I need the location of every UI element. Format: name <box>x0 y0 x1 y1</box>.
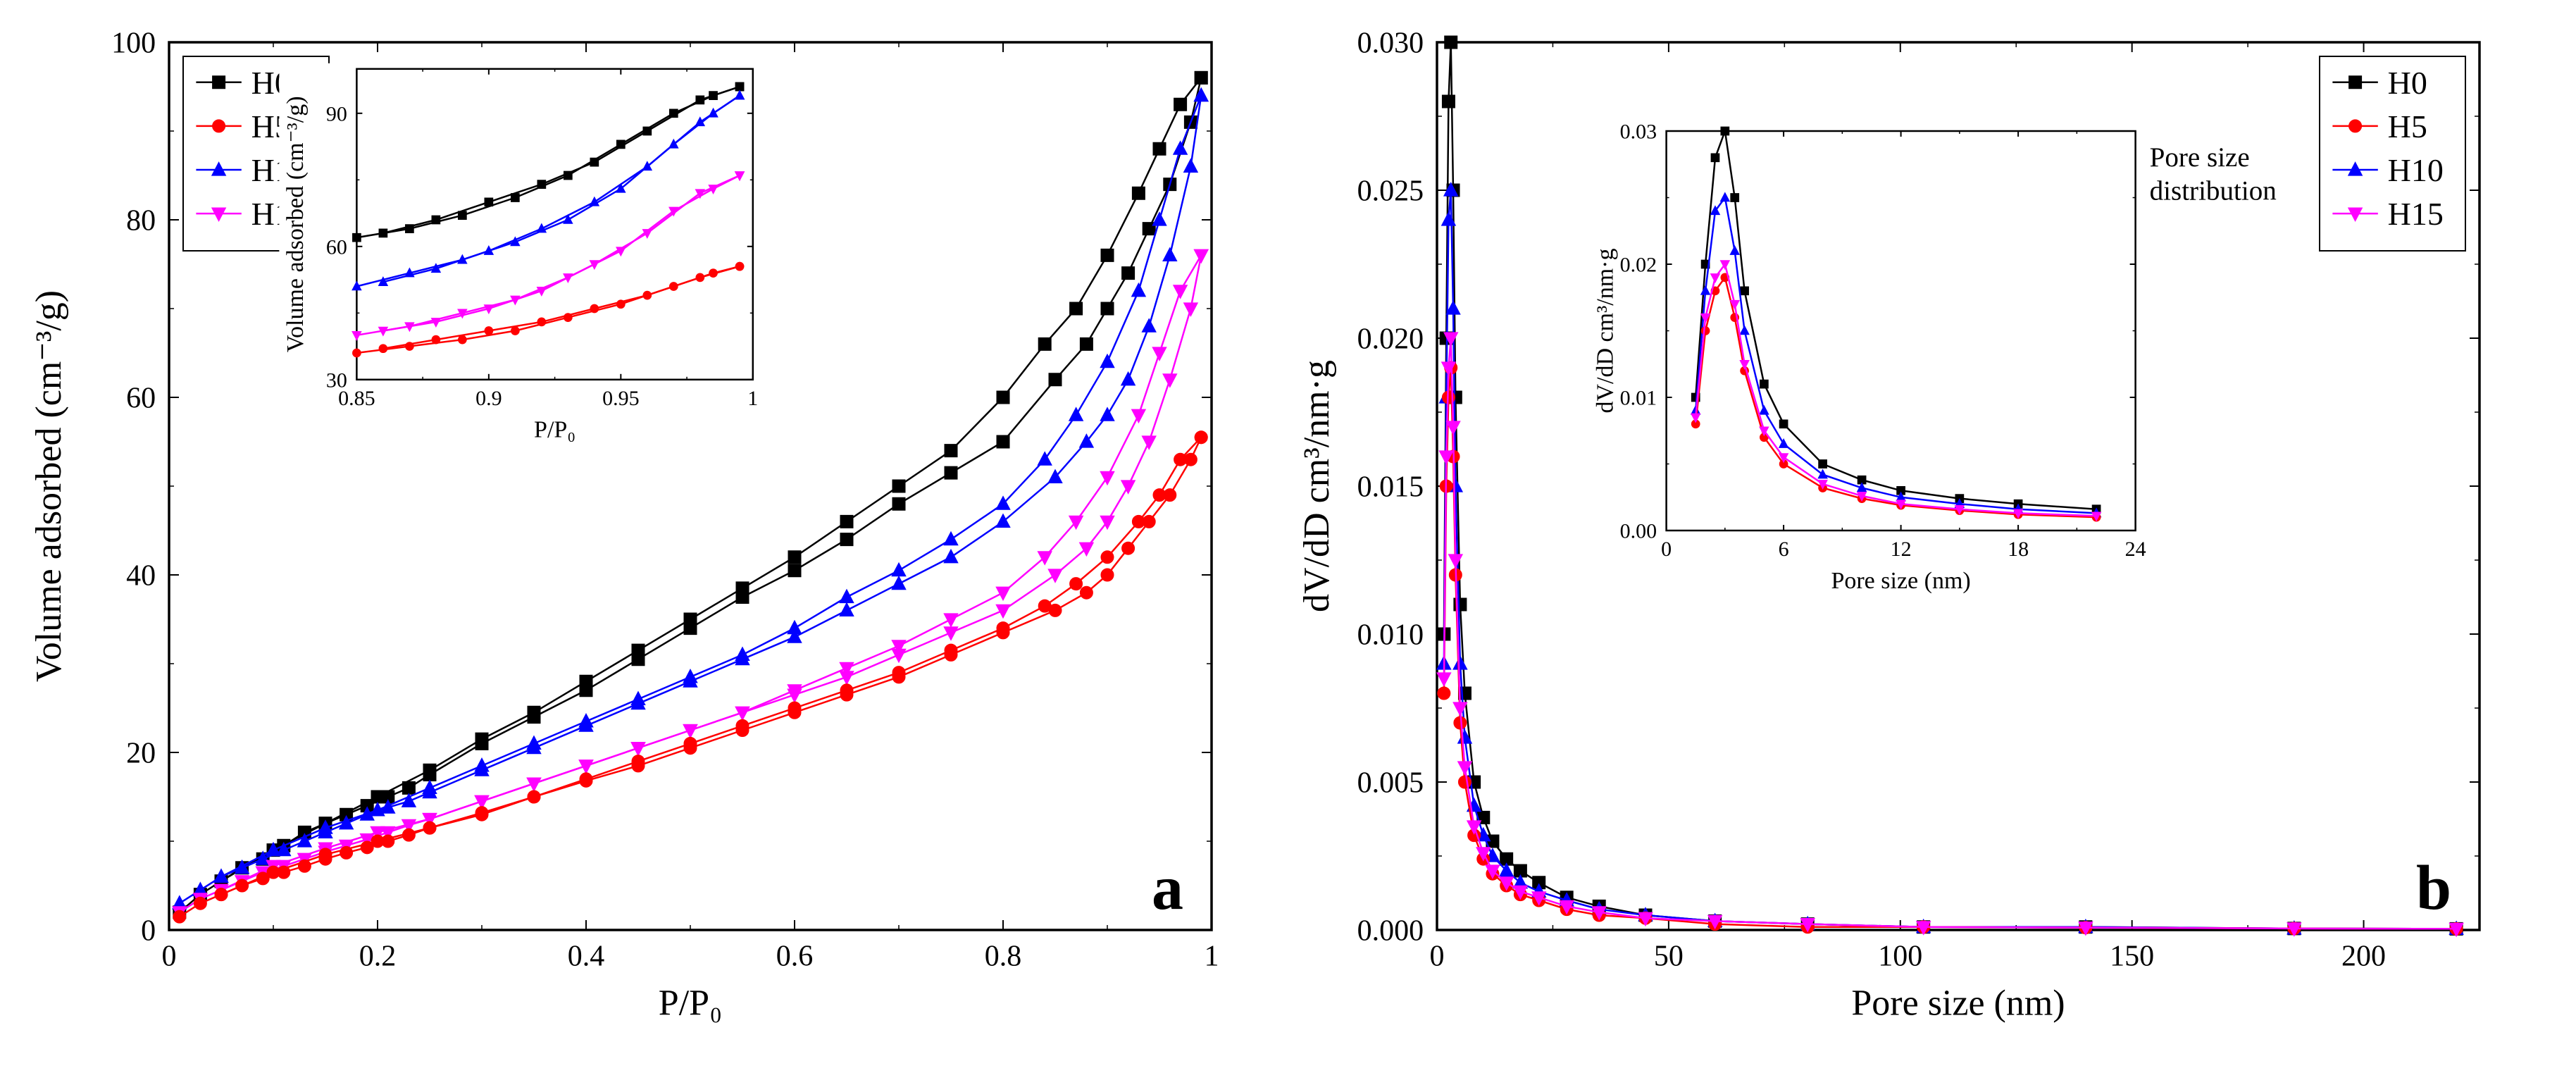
svg-text:0.005: 0.005 <box>1357 767 1424 800</box>
svg-text:0.9: 0.9 <box>475 387 502 410</box>
svg-text:0: 0 <box>141 915 156 948</box>
svg-text:0.6: 0.6 <box>776 940 814 972</box>
svg-text:distribution: distribution <box>2150 176 2277 206</box>
svg-text:12: 12 <box>1891 538 1912 561</box>
svg-text:dV/dD cm³/nm·g: dV/dD cm³/nm·g <box>1297 360 1337 612</box>
svg-text:H15: H15 <box>2388 196 2444 232</box>
svg-text:H0: H0 <box>2388 65 2427 101</box>
svg-text:90: 90 <box>326 102 347 125</box>
svg-text:Pore size: Pore size <box>2150 142 2250 173</box>
svg-text:0.025: 0.025 <box>1357 175 1424 208</box>
svg-text:dV/dD cm³/nm·g: dV/dD cm³/nm·g <box>1592 249 1618 414</box>
svg-text:40: 40 <box>126 560 156 593</box>
svg-text:0.03: 0.03 <box>1620 120 1657 144</box>
svg-text:0.030: 0.030 <box>1357 27 1424 60</box>
svg-text:Pore size (nm): Pore size (nm) <box>1851 984 2065 1024</box>
svg-text:P/P₀: P/P₀ <box>534 417 575 443</box>
svg-text:1: 1 <box>1205 940 1219 972</box>
svg-text:150: 150 <box>2110 940 2154 972</box>
svg-text:Pore size (nm): Pore size (nm) <box>1831 568 1970 594</box>
svg-text:Volume adsorbed (cm⁻³/g): Volume adsorbed (cm⁻³/g) <box>282 96 309 352</box>
svg-text:0: 0 <box>1661 538 1672 561</box>
svg-text:6: 6 <box>1779 538 1789 561</box>
figure: 00.20.40.60.81020406080100P/P₀Volume ads… <box>14 14 2550 1057</box>
svg-text:20: 20 <box>126 738 156 770</box>
panel-a: 0 0.2 0.4 0.6 0.8 1 0 20 40 60 80 100 P/P₀ Volume ads… <box>14 14 1254 1057</box>
svg-text:0.020: 0.020 <box>1357 323 1424 356</box>
panel-b: 0501001502000.0000.0050.0100.0150.0200.0… <box>1282 14 2522 1057</box>
svg-text:b: b <box>2416 853 2451 923</box>
svg-text:a: a <box>1152 853 1183 923</box>
svg-text:P/P₀: P/P₀ <box>659 984 722 1024</box>
svg-text:18: 18 <box>2008 538 2029 561</box>
svg-text:100: 100 <box>1878 940 1922 972</box>
svg-text:0.010: 0.010 <box>1357 619 1424 652</box>
svg-text:0.01: 0.01 <box>1620 387 1657 410</box>
svg-text:0: 0 <box>162 940 177 972</box>
svg-text:0.02: 0.02 <box>1620 254 1657 277</box>
svg-text:80: 80 <box>126 205 156 237</box>
svg-text:0.00: 0.00 <box>1620 520 1657 543</box>
svg-text:24: 24 <box>2125 538 2146 561</box>
svg-text:0.2: 0.2 <box>359 940 397 972</box>
svg-text:Volume adsorbed (cm⁻³/g): Volume adsorbed (cm⁻³/g) <box>29 290 69 682</box>
svg-text:H10: H10 <box>2388 152 2444 188</box>
svg-text:200: 200 <box>2341 940 2386 972</box>
svg-text:50: 50 <box>1654 940 1684 972</box>
svg-text:100: 100 <box>111 27 156 60</box>
svg-text:60: 60 <box>126 383 156 415</box>
svg-text:0.95: 0.95 <box>602 387 640 410</box>
svg-text:30: 30 <box>326 368 347 392</box>
svg-text:1: 1 <box>747 387 758 410</box>
svg-text:60: 60 <box>326 235 347 259</box>
svg-text:0.8: 0.8 <box>985 940 1022 972</box>
svg-text:H5: H5 <box>2388 108 2427 144</box>
svg-text:0.015: 0.015 <box>1357 471 1424 504</box>
svg-text:0.4: 0.4 <box>568 940 605 972</box>
svg-text:0: 0 <box>1430 940 1445 972</box>
svg-text:0.000: 0.000 <box>1357 915 1424 948</box>
